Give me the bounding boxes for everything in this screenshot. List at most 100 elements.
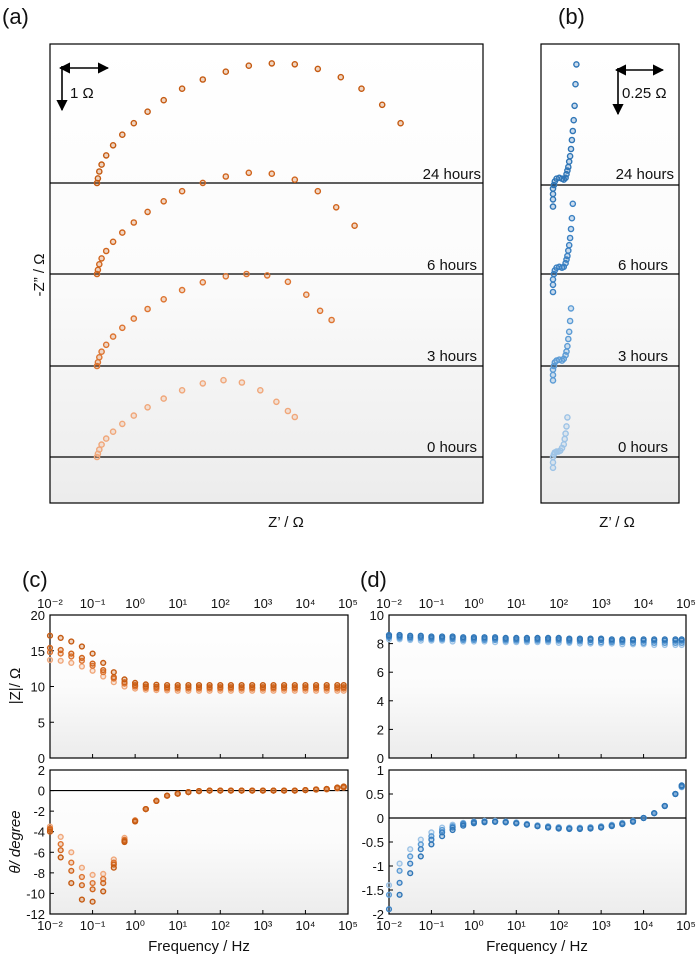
point-b-6-hours	[565, 241, 573, 249]
point-a-24-hours	[378, 101, 386, 109]
x-tick-label-top: 10⁰	[464, 596, 484, 611]
point-a-0-hours	[291, 413, 299, 421]
y-tick-label: 2	[377, 722, 384, 737]
point-d-ph-0-hours	[396, 860, 403, 867]
point-d-ph-24-hours	[566, 825, 573, 833]
point-d-mag-24-hours	[396, 631, 403, 639]
point-c-ph-0-hours	[100, 870, 107, 878]
panel-label-c: (c)	[22, 567, 48, 592]
point-b-24-hours	[567, 145, 575, 153]
point-c-ph-24-hours	[238, 787, 245, 794]
panel-label-b: (b)	[558, 4, 585, 29]
point-c-ph-24-hours	[89, 898, 96, 905]
point-c-mag-24-hours	[291, 681, 298, 689]
point-b-24-hours	[572, 80, 579, 88]
point-d-ph-24-hours	[407, 870, 414, 877]
point-d-ph-3-hours	[396, 867, 403, 874]
point-d-ph-24-hours	[619, 821, 626, 828]
point-c-ph-24-hours	[68, 879, 75, 887]
x-tick-label-top: 10⁻²	[376, 596, 402, 611]
time-label-3h-a: 3 hours	[427, 348, 477, 365]
point-d-mag-24-hours	[555, 634, 562, 642]
point-a-6-hours	[178, 187, 186, 195]
y-tick-label: 8	[377, 637, 384, 652]
point-c-ph-24-hours	[142, 805, 149, 813]
time-label-24h-b: 24 hours	[616, 166, 674, 183]
point-b-3-hours	[564, 342, 571, 350]
point-a-24-hours	[291, 61, 299, 68]
point-d-ph-24-hours	[396, 891, 403, 898]
point-a-6-hours	[144, 208, 151, 216]
y-tick-label: -0.5	[362, 835, 384, 850]
point-c-ph-0-hours	[68, 849, 75, 856]
time-label-3h-b: 3 hours	[618, 348, 668, 365]
point-d-ph-6-hours	[428, 836, 435, 843]
point-a-24-hours	[314, 65, 322, 73]
point-c-mag-6-hours	[89, 660, 96, 667]
point-c-ph-3-hours	[89, 879, 96, 887]
y-tick-label: 10	[31, 680, 45, 695]
point-b-3-hours	[566, 317, 574, 325]
point-d-mag-24-hours	[534, 634, 541, 642]
y-tick-label: -12	[26, 907, 45, 922]
x-tick-label-top: 10¹	[507, 596, 526, 611]
point-b-24-hours	[565, 163, 572, 171]
point-a-3-hours	[119, 324, 126, 332]
point-c-ph-24-hours	[323, 785, 330, 793]
point-c-mag-24-hours	[164, 681, 171, 689]
point-a-3-hours	[222, 272, 230, 280]
x-tick-label-bottom: 10²	[549, 918, 568, 933]
y-tick-label: -1.5	[362, 883, 384, 898]
y-tick-label: -2	[33, 804, 45, 819]
point-d-ph-0-hours	[385, 882, 393, 889]
x-tick-label-bottom: 10⁻¹	[419, 918, 445, 933]
panel-label-a: (a)	[2, 4, 29, 29]
point-d-mag-24-hours	[597, 635, 605, 642]
point-c-ph-24-hours	[302, 786, 309, 794]
point-a-0-hours	[98, 441, 105, 448]
point-d-ph-24-hours	[439, 833, 446, 840]
point-c-ph-3-hours	[57, 840, 64, 848]
x-tick-label-top: 10⁴	[295, 596, 315, 611]
point-b-6-hours	[569, 200, 577, 208]
x-tick-label-bottom: 10⁰	[125, 918, 145, 933]
point-a-24-hours	[109, 141, 117, 149]
y-tick-label: -1	[372, 859, 384, 874]
point-b-3-hours	[549, 371, 557, 379]
point-c-mag-24-hours	[281, 681, 288, 689]
point-d-ph-24-hours	[651, 810, 658, 817]
point-b-24-hours	[549, 190, 557, 198]
point-c-ph-24-hours	[340, 783, 347, 790]
point-c-mag-0-hours	[78, 663, 86, 670]
point-b-24-hours	[570, 116, 578, 124]
y-tick-label: 0	[377, 751, 384, 766]
point-c-mag-24-hours	[142, 681, 149, 688]
point-c-ph-24-hours	[153, 797, 160, 805]
point-a-3-hours	[130, 315, 138, 322]
scale-bar-b: 0.25 Ω	[612, 64, 667, 116]
x-tick-label-bottom: 10⁻²	[376, 918, 402, 933]
x-tick-label-bottom: 10³	[592, 918, 611, 933]
point-c-mag-24-hours	[153, 681, 160, 688]
point-c-mag-0-hours	[89, 667, 96, 674]
y-tick-label: 0	[377, 811, 384, 826]
x-tick-label-top: 10¹	[168, 596, 187, 611]
point-a-0-hours	[273, 398, 280, 406]
point-a-24-hours	[130, 119, 138, 127]
point-d-ph-24-hours	[523, 821, 531, 828]
point-a-3-hours	[199, 278, 207, 286]
point-c-ph-24-hours	[217, 787, 224, 794]
point-c-ph-6-hours	[89, 886, 96, 893]
point-d-mag-24-hours	[651, 636, 658, 643]
point-d-mag-24-hours	[629, 636, 637, 643]
point-b-6-hours	[549, 276, 557, 283]
point-c-mag-24-hours	[57, 634, 64, 642]
point-a-3-hours	[243, 270, 250, 278]
y-tick-label: 2	[38, 763, 45, 778]
point-c-mag-6-hours	[46, 644, 54, 652]
x-tick-label-top: 10⁴	[634, 596, 654, 611]
magnitude-ylabel: |Z|/ Ω	[7, 668, 24, 705]
point-a-6-hours	[291, 176, 299, 183]
point-b-24-hours	[549, 203, 557, 210]
point-d-ph-24-hours	[678, 782, 685, 789]
